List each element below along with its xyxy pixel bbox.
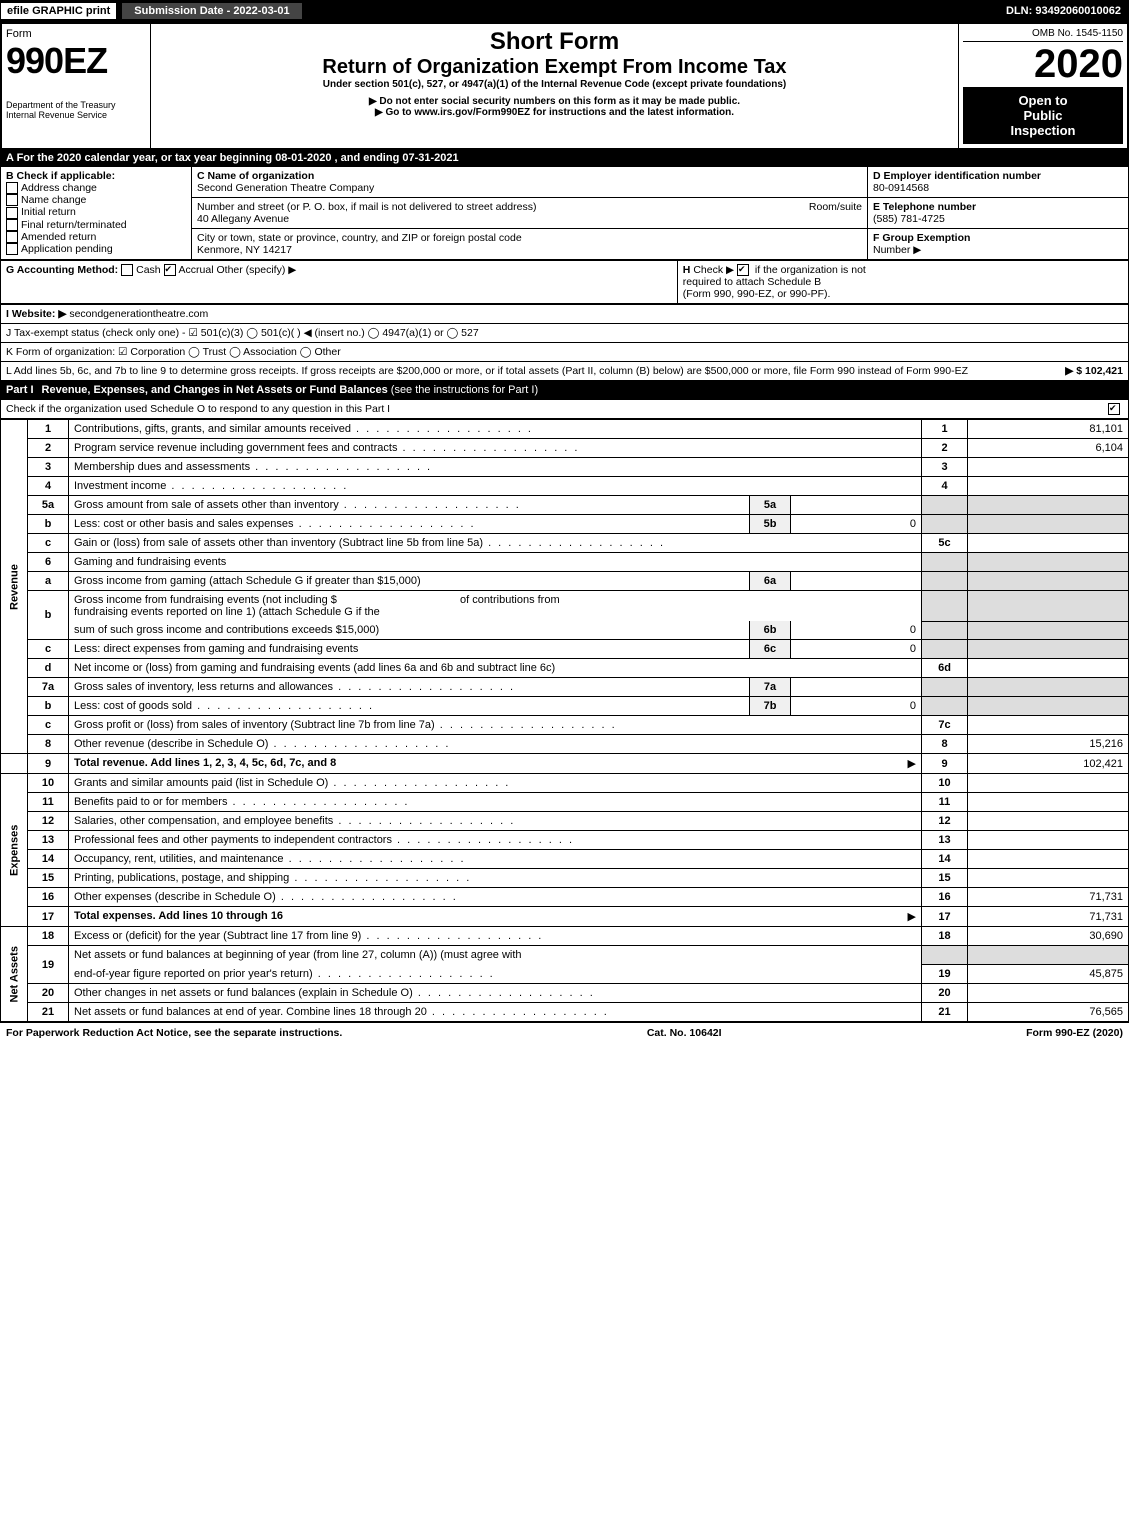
form-header: Form 990EZ Department of the Treasury In… [0,22,1129,150]
return-title: Return of Organization Exempt From Incom… [155,56,954,79]
dept-label: Department of the Treasury [6,100,146,110]
tel-value: (585) 781-4725 [873,213,945,225]
f-group-number: Number ▶ [873,244,921,256]
ijkl-block: I Website: ▶ secondgenerationtheatre.com… [0,304,1129,381]
chk-initial[interactable] [6,207,18,219]
note-ssn: ▶ Do not enter social security numbers o… [155,96,954,107]
side-expenses: Expenses [1,774,28,927]
footer-left: For Paperwork Reduction Act Notice, see … [6,1027,342,1039]
chk-pending[interactable] [6,243,18,255]
subtitle: Under section 501(c), 527, or 4947(a)(1)… [155,79,954,90]
irs-label: Internal Revenue Service [6,110,146,120]
g-label: G Accounting Method: [6,264,118,276]
page-footer: For Paperwork Reduction Act Notice, see … [0,1022,1129,1043]
chk-amended[interactable] [6,231,18,243]
chk-h[interactable] [737,264,749,276]
h-label: H [683,264,691,276]
footer-mid: Cat. No. 10642I [647,1027,722,1039]
org-name: Second Generation Theatre Company [197,182,374,194]
org-info-table: B Check if applicable: Address change Na… [0,166,1129,260]
f-group-label: F Group Exemption [873,232,970,244]
k-line: K Form of organization: ☑ Corporation ◯ … [1,343,1129,362]
form-word: Form [6,28,146,40]
c-name-label: C Name of organization [197,170,314,182]
gh-row: G Accounting Method: Cash Accrual Other … [0,260,1129,304]
d-ein-label: D Employer identification number [873,170,1041,182]
part1-label: Part I [6,384,42,396]
tax-year: 2020 [963,42,1123,87]
form-number: 990EZ [6,40,146,82]
website-link[interactable]: secondgenerationtheatre.com [69,308,208,320]
city-value: Kenmore, NY 14217 [197,244,292,256]
street-label: Number and street (or P. O. box, if mail… [197,201,536,213]
chk-address[interactable] [6,182,18,194]
chk-final[interactable] [6,219,18,231]
top-bar: efile GRAPHIC print Submission Date - 20… [0,0,1129,22]
city-label: City or town, state or province, country… [197,232,522,244]
room-label: Room/suite [809,201,862,213]
g-other: Other (specify) ▶ [216,264,296,276]
note-goto: ▶ Go to www.irs.gov/Form990EZ for instru… [155,107,954,118]
part1-header: Part I Revenue, Expenses, and Changes in… [0,381,1129,399]
lines-table: Revenue 1Contributions, gifts, grants, a… [0,419,1129,1022]
l-text: L Add lines 5b, 6c, and 7b to line 9 to … [6,365,968,377]
part1-checkline: Check if the organization used Schedule … [6,403,390,415]
dln-label: DLN: 93492060010062 [998,3,1129,19]
e-tel-label: E Telephone number [873,201,976,213]
section-a-bar: A For the 2020 calendar year, or tax yea… [0,150,1129,166]
submission-date-label: Submission Date - 2022-03-01 [121,2,302,20]
chk-accrual[interactable] [164,264,176,276]
efile-print-label[interactable]: efile GRAPHIC print [0,2,117,20]
chk-cash[interactable] [121,264,133,276]
omb-number: OMB No. 1545-1150 [963,28,1123,42]
short-form-title: Short Form [155,28,954,56]
side-netassets: Net Assets [1,927,28,1022]
street-value: 40 Allegany Avenue [197,213,289,225]
ein-value: 80-0914568 [873,182,929,194]
col-b-title: B Check if applicable: [6,170,115,182]
footer-right: Form 990-EZ (2020) [1026,1027,1123,1039]
j-line: J Tax-exempt status (check only one) - ☑… [1,324,1129,343]
irs-link[interactable]: www.irs.gov/Form990EZ [414,107,530,118]
chk-part1-o[interactable] [1108,403,1120,415]
open-public-box: Open to Public Inspection [963,87,1123,144]
i-label: I Website: ▶ [6,308,66,320]
side-revenue: Revenue [1,420,28,754]
l-amount: ▶ $ 102,421 [1065,365,1123,377]
chk-name[interactable] [6,194,18,206]
